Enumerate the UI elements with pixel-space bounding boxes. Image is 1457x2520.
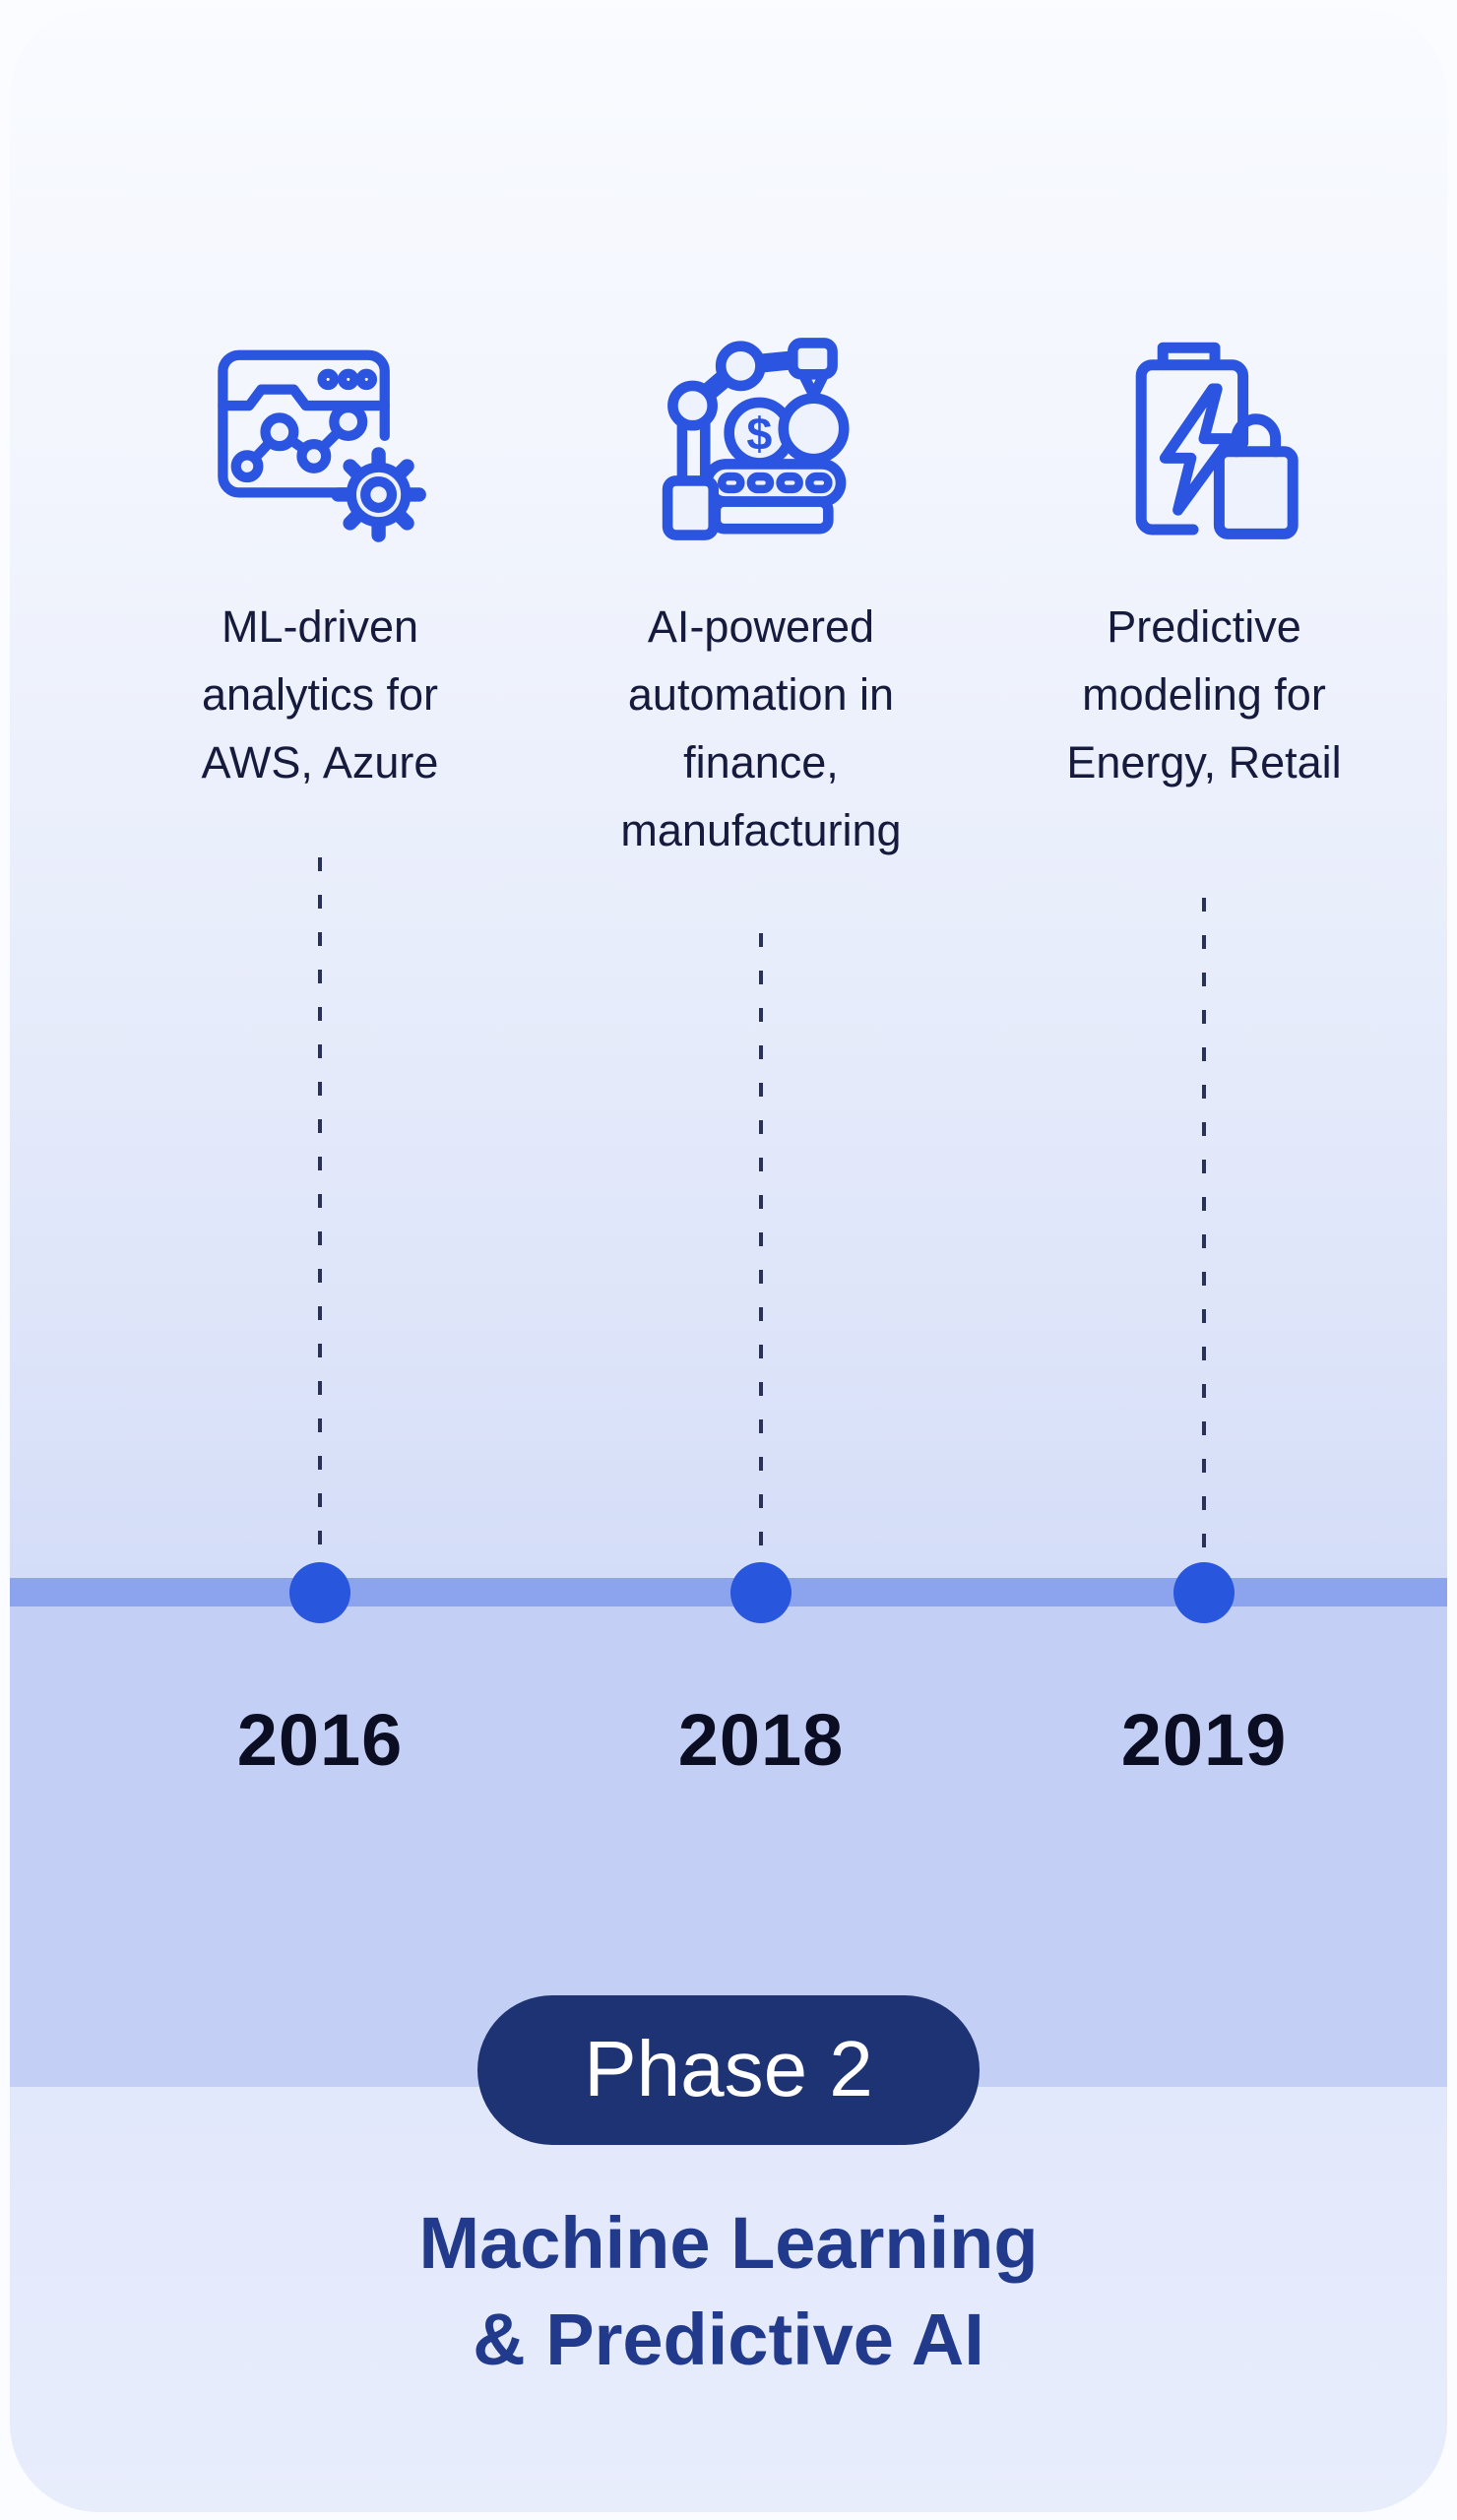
milestone-column-2018: $ AI-powered automation in finance, manu… xyxy=(554,335,968,864)
description-line: ML-driven xyxy=(221,601,419,652)
lightning-bolt-icon xyxy=(1159,383,1235,516)
timeline-dot xyxy=(1173,1562,1235,1623)
description-line: automation in xyxy=(627,669,895,720)
description-line: Energy, Retail xyxy=(1066,737,1342,788)
dashed-connector xyxy=(759,933,763,1558)
timeline-dot xyxy=(289,1562,350,1623)
ml-analytics-icon xyxy=(218,349,426,542)
milestone-description: Predictive modeling for Energy, Retail xyxy=(1066,593,1341,796)
dashed-connector xyxy=(318,857,322,1558)
page-title-line2: & Predictive AI xyxy=(473,2299,984,2380)
page-title: Machine Learning & Predictive AI xyxy=(10,2195,1447,2388)
milestone-column-2016: ML-driven analytics for AWS, Azure xyxy=(113,335,527,796)
description-line: analytics for xyxy=(201,669,439,720)
dashed-connector xyxy=(1202,898,1206,1558)
milestone-icon-box xyxy=(209,335,431,543)
timeline-dot xyxy=(730,1562,792,1623)
milestone-year: 2018 xyxy=(677,1699,845,1781)
milestone-year: 2019 xyxy=(1120,1699,1288,1781)
milestone-icon-box xyxy=(1107,335,1301,543)
ball-icon xyxy=(777,393,850,465)
timeline-card: ML-driven analytics for AWS, Azure $ xyxy=(10,8,1447,2512)
milestone-description: ML-driven analytics for AWS, Azure xyxy=(202,593,439,796)
description-line: AWS, Azure xyxy=(201,737,439,788)
phase-badge: Phase 2 xyxy=(477,1995,980,2145)
milestone-icon-box: $ xyxy=(646,335,877,543)
description-line: modeling for xyxy=(1082,669,1326,720)
milestone-column-2019: Predictive modeling for Energy, Retail xyxy=(997,335,1411,796)
dollar-sign: $ xyxy=(746,409,772,460)
milestone-year: 2016 xyxy=(236,1699,404,1781)
description-line: Predictive xyxy=(1107,601,1301,652)
page-title-line1: Machine Learning xyxy=(418,2202,1039,2284)
description-line: manufacturing xyxy=(620,805,902,855)
battery-energy-icon xyxy=(1135,342,1299,539)
description-line: finance, xyxy=(683,737,839,788)
robotic-arm-icon: $ xyxy=(662,338,850,540)
shopping-bag-icon xyxy=(1213,446,1299,539)
milestone-description: AI-powered automation in finance, manufa… xyxy=(620,593,901,864)
description-line: AI-powered xyxy=(647,601,875,652)
